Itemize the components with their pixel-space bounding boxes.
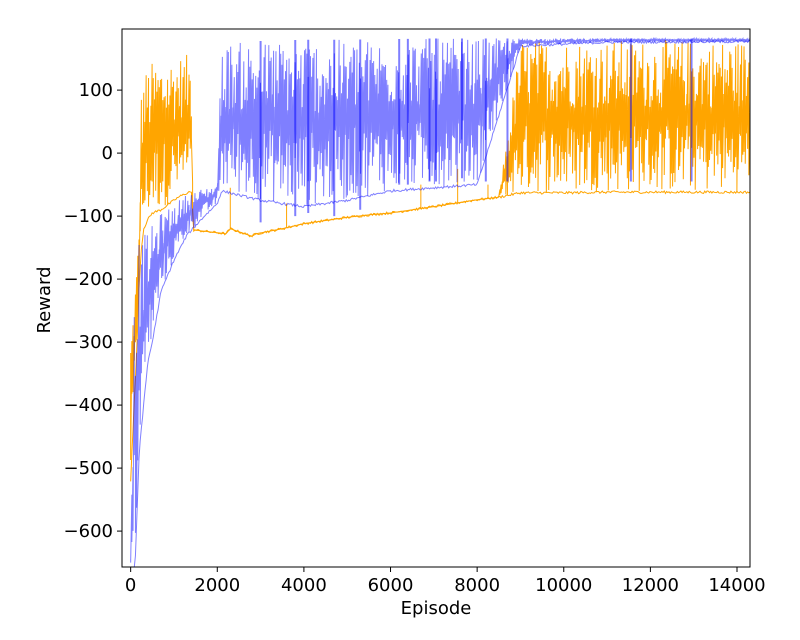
- y-tick-label: −300: [64, 332, 113, 353]
- orange-series-line: [130, 39, 750, 460]
- blue-series-line: [130, 36, 750, 563]
- y-tick-label: 100: [79, 80, 113, 101]
- orange-series-floor: [130, 190, 750, 482]
- x-tick-label: 6000: [368, 575, 414, 596]
- x-tick-label: 10000: [535, 575, 592, 596]
- x-tick-label: 2000: [194, 575, 240, 596]
- y-axis: −600 −500 −400 −300 −200 −100 0 100: [64, 80, 122, 542]
- x-tick-label: 14000: [708, 575, 765, 596]
- x-tick-label: 12000: [622, 575, 679, 596]
- blue-series-floor: [130, 39, 750, 567]
- y-axis-label: Reward: [34, 266, 55, 333]
- plot-frame: [121, 28, 751, 568]
- x-tick-label: 4000: [281, 575, 327, 596]
- y-tick-label: −600: [64, 521, 113, 542]
- y-tick-label: −200: [64, 269, 113, 290]
- x-axis: 0 2000 4000 6000 8000 10000 12000 14000: [125, 567, 766, 596]
- x-tick-label: 0: [125, 575, 136, 596]
- y-tick-label: −400: [64, 395, 113, 416]
- y-tick-label: 0: [102, 143, 113, 164]
- series-layer: [130, 36, 750, 567]
- y-tick-label: −500: [64, 458, 113, 479]
- x-axis-label: Episode: [401, 598, 472, 619]
- y-tick-label: −100: [64, 206, 113, 227]
- x-tick-label: 8000: [454, 575, 500, 596]
